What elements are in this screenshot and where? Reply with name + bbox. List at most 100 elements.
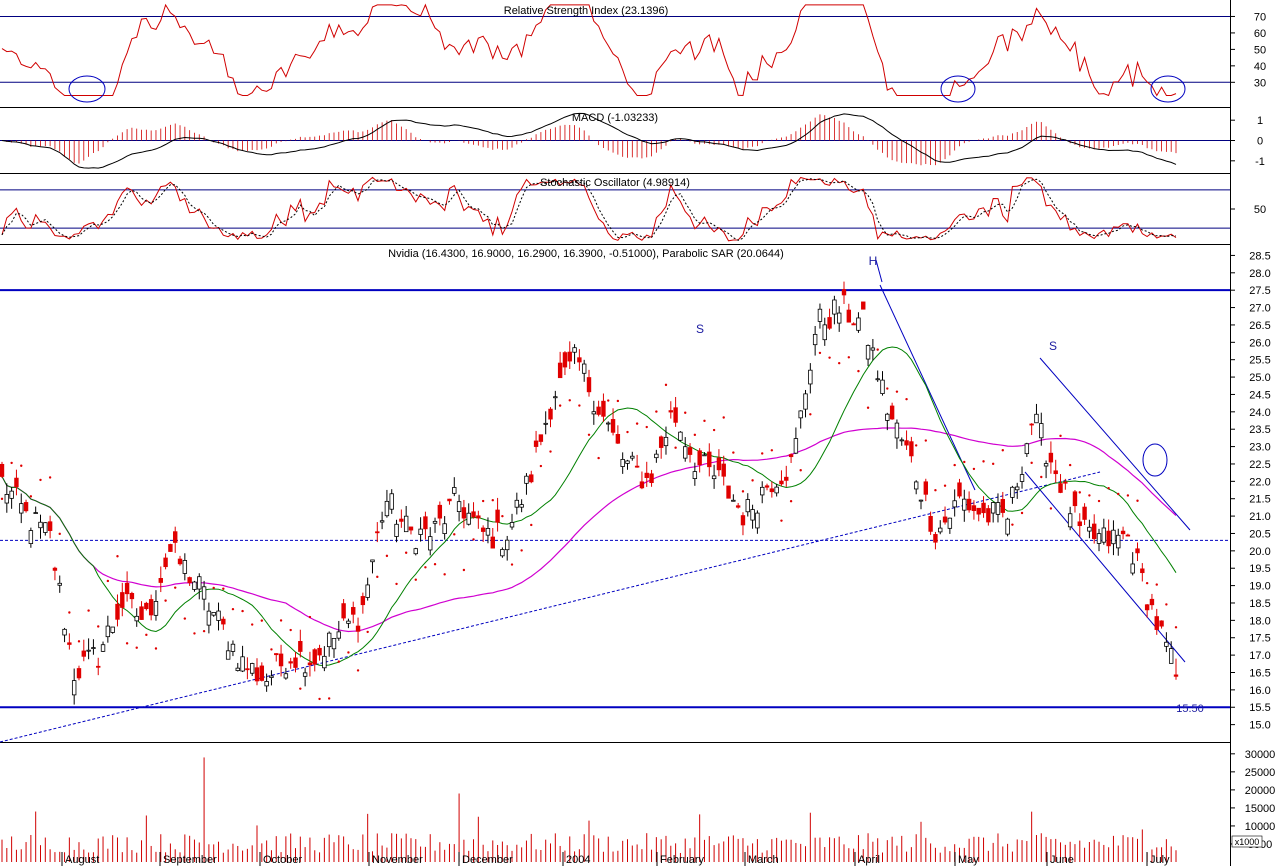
candle-body bbox=[889, 405, 895, 420]
parabolic-sar-dots bbox=[0, 348, 1178, 701]
sar-dot bbox=[924, 439, 928, 442]
candle-body bbox=[23, 502, 29, 512]
sar-dot bbox=[68, 611, 71, 614]
candle-body bbox=[57, 582, 62, 586]
candle-body bbox=[1082, 506, 1087, 520]
sar-dot bbox=[154, 647, 158, 650]
candle-body bbox=[726, 485, 731, 499]
month-label: October bbox=[263, 854, 302, 866]
sar-dot bbox=[712, 428, 716, 432]
sar-dot bbox=[145, 633, 148, 637]
sar-dot bbox=[539, 464, 543, 468]
candle-body bbox=[1053, 470, 1058, 475]
candle-body bbox=[601, 400, 606, 417]
sar-dot bbox=[886, 387, 889, 390]
candle-body bbox=[586, 377, 592, 393]
candle-body bbox=[634, 465, 640, 468]
macd-axis: 1 0 -1 bbox=[1230, 115, 1265, 168]
sar-dot bbox=[818, 351, 822, 355]
candle-body bbox=[870, 347, 876, 351]
sar-dot bbox=[703, 419, 706, 423]
sar-dot bbox=[260, 619, 264, 622]
candle-body bbox=[577, 357, 582, 363]
sar-dot bbox=[77, 640, 81, 643]
sar-dot bbox=[1107, 487, 1110, 490]
candle-body bbox=[981, 502, 986, 514]
candle-body bbox=[899, 439, 904, 442]
sar-dot bbox=[674, 446, 677, 449]
candle-body bbox=[14, 477, 19, 488]
candle-body bbox=[1000, 498, 1005, 513]
month-label: May bbox=[958, 854, 979, 866]
candle-body bbox=[298, 641, 303, 652]
sar-dot bbox=[289, 628, 292, 632]
candle-body bbox=[514, 499, 520, 508]
candle-body bbox=[100, 644, 106, 652]
price-axis: 15.0 15.5 16.0 16.5 17.0 17.5 18.0 18.5 19.0 19.5… bbox=[1230, 250, 1271, 732]
candle-body bbox=[625, 460, 630, 464]
candle-body bbox=[918, 499, 924, 502]
candle-body bbox=[480, 527, 486, 532]
sar-dot bbox=[751, 479, 754, 482]
candle-body bbox=[1029, 423, 1034, 426]
sar-dot bbox=[472, 538, 475, 541]
sar-dot bbox=[568, 399, 571, 402]
candle-body bbox=[827, 317, 832, 329]
sar-dot bbox=[231, 607, 235, 611]
h-pointer-line bbox=[875, 259, 883, 283]
candle-body bbox=[254, 667, 260, 682]
candle-body bbox=[1101, 527, 1107, 543]
sar-dot bbox=[356, 669, 360, 672]
sar-dot bbox=[327, 697, 331, 700]
candle-body bbox=[861, 301, 866, 310]
sar-dot bbox=[39, 478, 42, 482]
candle-body bbox=[764, 485, 770, 488]
axis-tick-label: 50 bbox=[1254, 204, 1266, 216]
candle-body bbox=[952, 500, 957, 508]
june-channel-lower bbox=[1024, 471, 1186, 663]
axis-tick-label: 16.0 bbox=[1249, 685, 1270, 697]
sar-dot bbox=[20, 464, 23, 467]
candle-body bbox=[336, 631, 342, 639]
axis-tick-label: 20.5 bbox=[1249, 528, 1270, 540]
candle-body bbox=[543, 422, 548, 425]
candle-body bbox=[177, 558, 183, 565]
candle-body bbox=[293, 657, 298, 668]
rsi-panel: Relative Strength Index (23.1396) 30 40 50… bbox=[0, 3, 1266, 103]
axis-tick-label: 18.5 bbox=[1249, 598, 1270, 610]
candle-body bbox=[485, 528, 491, 536]
candle-body bbox=[43, 522, 48, 533]
candle-body bbox=[245, 668, 250, 671]
month-axis: August September October November December 20… bbox=[61, 852, 1170, 866]
candle-body bbox=[533, 440, 539, 447]
candle-body bbox=[928, 515, 933, 532]
candle-body bbox=[399, 518, 404, 522]
axis-tick-label: 27.0 bbox=[1249, 303, 1270, 315]
axis-tick-label: 10000 bbox=[1245, 821, 1276, 833]
candle-body bbox=[630, 455, 635, 459]
candle-body bbox=[76, 668, 82, 679]
candle-body bbox=[557, 362, 563, 379]
candle-body bbox=[947, 517, 953, 529]
stochastic-d-line bbox=[1, 178, 1177, 241]
sar-dot bbox=[828, 356, 831, 359]
candle-body bbox=[1039, 423, 1044, 439]
candle-body bbox=[591, 411, 597, 415]
candle-body bbox=[610, 419, 616, 433]
candle-body bbox=[923, 481, 929, 495]
long-trendline bbox=[0, 471, 1101, 743]
candle-body bbox=[731, 499, 736, 502]
candle-body bbox=[4, 494, 10, 504]
candle-body bbox=[505, 539, 510, 551]
sar-dot bbox=[934, 489, 937, 492]
candle-body bbox=[865, 345, 871, 360]
axis-tick-label: 26.0 bbox=[1249, 337, 1270, 349]
sar-dot bbox=[453, 533, 456, 536]
candle-body bbox=[1048, 452, 1054, 463]
sar-dot bbox=[895, 390, 899, 393]
candle-body bbox=[437, 504, 443, 519]
candle-body bbox=[697, 450, 702, 466]
candle-body bbox=[1140, 568, 1145, 574]
axis-tick-label: 40 bbox=[1254, 61, 1266, 73]
candle-body bbox=[96, 665, 101, 668]
